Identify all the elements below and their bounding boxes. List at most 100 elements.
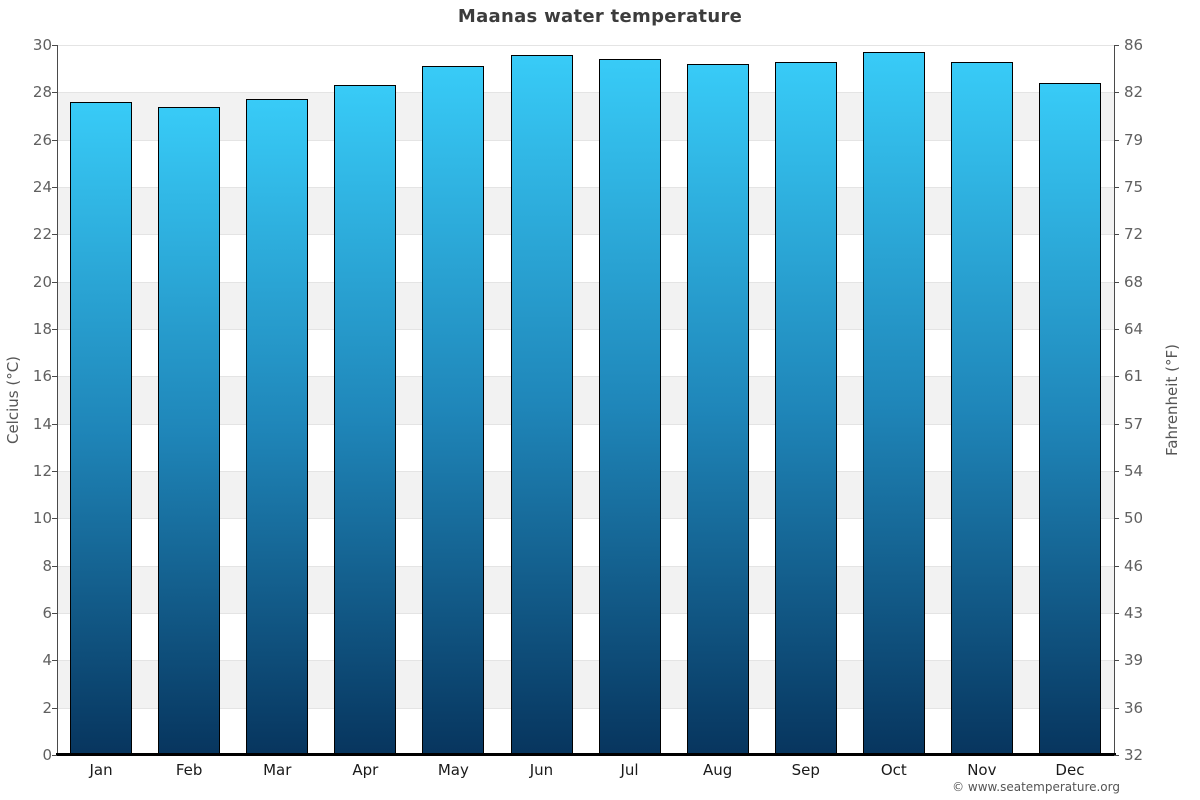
month-label-sep: Sep — [791, 761, 820, 779]
celsius-tick-mark — [52, 187, 57, 188]
celsius-tick-mark — [52, 234, 57, 236]
bar-aug[interactable] — [686, 63, 749, 755]
x-axis-line — [56, 753, 1116, 756]
gridline — [58, 376, 1114, 378]
gridline — [58, 471, 1114, 472]
fahrenheit-tick-label: 64 — [1124, 320, 1144, 338]
fahrenheit-tick-label: 46 — [1124, 556, 1144, 575]
fahrenheit-tick-label: 57 — [1124, 414, 1144, 433]
plot-band — [58, 139, 1114, 187]
fahrenheit-tick-label: 39 — [1124, 651, 1144, 670]
month-label-jul: Jul — [620, 761, 639, 779]
fahrenheit-tick-mark — [1114, 755, 1119, 756]
fahrenheit-tick-label: 32 — [1124, 746, 1144, 764]
gridline — [58, 707, 1114, 709]
plot-band — [58, 92, 1114, 140]
bar-jul[interactable] — [598, 59, 661, 755]
gridline — [58, 187, 1114, 188]
fahrenheit-tick-mark — [1114, 45, 1119, 46]
celsius-tick-label: 16 — [32, 367, 52, 386]
fahrenheit-tick-mark — [1114, 92, 1119, 94]
bar-mar[interactable] — [246, 99, 309, 755]
bar-jun[interactable] — [510, 54, 573, 755]
fahrenheit-tick-mark — [1114, 234, 1119, 236]
bar-feb[interactable] — [158, 106, 221, 755]
plot-band — [58, 423, 1114, 471]
fahrenheit-tick-mark — [1114, 139, 1119, 141]
month-label-may: May — [437, 761, 469, 779]
month-label-feb: Feb — [175, 761, 203, 779]
fahrenheit-tick-mark — [1114, 423, 1119, 425]
celsius-tick-label: 10 — [32, 509, 52, 528]
plot-band — [58, 613, 1114, 661]
gridline — [58, 613, 1114, 614]
month-label-jan: Jan — [89, 761, 113, 779]
month-label-mar: Mar — [263, 761, 292, 779]
celsius-tick-label: 12 — [32, 462, 52, 480]
celsius-tick-mark — [52, 139, 57, 141]
fahrenheit-tick-label: 36 — [1124, 698, 1144, 717]
plot-band — [58, 234, 1114, 282]
celsius-tick-label: 24 — [32, 178, 52, 196]
month-label-apr: Apr — [352, 761, 379, 779]
celsius-tick-mark — [52, 660, 57, 662]
bar-nov[interactable] — [950, 61, 1013, 755]
fahrenheit-tick-label: 43 — [1124, 604, 1144, 622]
celsius-tick-label: 0 — [42, 746, 52, 764]
chart-title: Maanas water temperature — [457, 6, 743, 27]
gridline — [58, 565, 1114, 567]
celsius-tick-mark — [52, 471, 57, 472]
fahrenheit-tick-mark — [1114, 660, 1119, 662]
celsius-axis-line — [57, 45, 58, 755]
bar-apr[interactable] — [334, 85, 397, 755]
plot-band — [58, 707, 1114, 755]
gridline — [58, 660, 1114, 662]
celsius-tick-label: 6 — [42, 604, 52, 622]
celsius-tick-label: 2 — [42, 698, 52, 717]
bar-oct[interactable] — [862, 52, 925, 755]
celsius-tick-label: 18 — [32, 320, 52, 338]
plot-band — [58, 187, 1114, 235]
fahrenheit-tick-mark — [1114, 329, 1119, 330]
bar-sep[interactable] — [774, 61, 837, 755]
plot-band — [58, 45, 1114, 93]
fahrenheit-tick-label: 79 — [1124, 130, 1144, 149]
celsius-tick-mark — [52, 329, 57, 330]
fahrenheit-axis-line — [1114, 45, 1115, 755]
fahrenheit-tick-mark — [1114, 613, 1119, 614]
fahrenheit-tick-mark — [1114, 376, 1119, 378]
fahrenheit-tick-label: 68 — [1124, 272, 1144, 291]
plot-band — [58, 471, 1114, 519]
fahrenheit-tick-label: 54 — [1124, 462, 1144, 480]
gridline — [58, 281, 1114, 283]
celsius-tick-mark — [52, 45, 57, 46]
fahrenheit-tick-label: 82 — [1124, 83, 1144, 102]
fahrenheit-tick-mark — [1114, 707, 1119, 709]
fahrenheit-tick-mark — [1114, 281, 1119, 283]
plot-band — [58, 660, 1114, 708]
month-label-jun: Jun — [529, 761, 554, 779]
celsius-tick-label: 8 — [42, 556, 52, 575]
bar-dec[interactable] — [1039, 82, 1101, 755]
celsius-tick-label: 22 — [32, 225, 52, 244]
plot-band — [58, 329, 1114, 377]
plot-band — [58, 518, 1114, 566]
celsius-tick-label: 14 — [32, 414, 52, 433]
celsius-tick-mark — [52, 281, 57, 283]
celsius-tick-mark — [52, 707, 57, 709]
fahrenheit-tick-label: 61 — [1124, 367, 1144, 386]
fahrenheit-tick-label: 75 — [1124, 178, 1144, 196]
month-label-oct: Oct — [880, 761, 907, 779]
gridline — [58, 92, 1114, 94]
celsius-tick-mark — [52, 613, 57, 614]
gridline — [58, 423, 1114, 425]
celsius-tick-mark — [52, 92, 57, 94]
fahrenheit-axis-title: Fahrenheit (°F) — [1163, 344, 1181, 456]
bar-jan[interactable] — [70, 101, 132, 755]
bar-may[interactable] — [422, 66, 485, 755]
celsius-tick-label: 26 — [32, 130, 52, 149]
month-label-dec: Dec — [1055, 761, 1085, 779]
month-label-aug: Aug — [702, 761, 733, 779]
fahrenheit-tick-label: 86 — [1124, 36, 1144, 54]
celsius-tick-mark — [52, 755, 57, 756]
